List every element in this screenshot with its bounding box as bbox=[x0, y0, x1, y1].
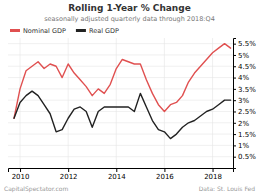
y-tick: 2.5% bbox=[233, 108, 256, 116]
y-tick-label: 2.5% bbox=[238, 108, 256, 116]
y-tick-mark bbox=[233, 123, 236, 124]
x-tick-label: 2016 bbox=[156, 173, 174, 181]
y-tick: 4.5% bbox=[233, 63, 256, 71]
title: Rolling 1-Year % Change bbox=[68, 3, 191, 13]
y-tick-mark bbox=[233, 157, 236, 158]
grid-line-y bbox=[8, 77, 233, 78]
grid-line-y bbox=[8, 88, 233, 89]
x-tick: 2014 bbox=[108, 168, 126, 181]
legend-swatch bbox=[76, 29, 86, 32]
subtitle: seasonally adjusted quarterly data throu… bbox=[44, 15, 215, 23]
x-tick-mark bbox=[20, 168, 21, 172]
y-tick-mark bbox=[233, 145, 236, 146]
y-tick: 1.5% bbox=[233, 131, 256, 139]
grid-line-y bbox=[8, 122, 233, 123]
legend-item: Nominal GDP bbox=[10, 27, 66, 35]
chart: Rolling 1-Year % Change seasonally adjust… bbox=[0, 0, 259, 194]
legend: Nominal GDP Real GDP bbox=[10, 27, 119, 35]
grid-line-x bbox=[164, 38, 165, 168]
y-tick: 3.5% bbox=[233, 86, 256, 94]
y-tick-label: 1% bbox=[238, 142, 249, 150]
legend-item: Real GDP bbox=[76, 27, 119, 35]
x-tick-mark bbox=[164, 168, 165, 172]
y-tick-mark bbox=[233, 55, 236, 56]
y-tick: 5.5% bbox=[233, 40, 256, 48]
y-tick-mark bbox=[233, 111, 236, 112]
grid-line-y bbox=[8, 145, 233, 146]
plot-area bbox=[14, 44, 231, 139]
y-tick-label: 2% bbox=[238, 120, 249, 128]
annotation: CapitalSpectator.com bbox=[4, 185, 68, 193]
y-tick-mark bbox=[233, 100, 236, 101]
grid-line-y bbox=[8, 111, 233, 112]
grid-line-x bbox=[68, 38, 69, 168]
y-tick-label: 3.5% bbox=[238, 86, 256, 94]
y-tick-mark bbox=[233, 134, 236, 135]
y-tick-label: 0.5% bbox=[238, 153, 256, 161]
x-tick-label: 2014 bbox=[108, 173, 126, 181]
y-tick-mark bbox=[233, 89, 236, 90]
y-tick-label: 4.5% bbox=[238, 63, 256, 71]
x-tick: 2018 bbox=[204, 168, 222, 181]
legend-label: Real GDP bbox=[89, 27, 119, 35]
legend-label: Nominal GDP bbox=[23, 27, 66, 35]
series-line bbox=[14, 91, 231, 138]
y-tick: 4% bbox=[233, 74, 249, 82]
x-axis-line bbox=[9, 169, 234, 173]
grid-line-y bbox=[8, 43, 233, 44]
x-tick-mark bbox=[213, 168, 214, 172]
grid-line-y bbox=[8, 134, 233, 135]
y-tick-label: 5.5% bbox=[238, 40, 256, 48]
x-tick: 2012 bbox=[60, 168, 78, 181]
y-tick-label: 4% bbox=[238, 74, 249, 82]
y-tick-mark bbox=[233, 66, 236, 67]
x-axis: 2010 2012 2014 2016 2018 bbox=[9, 168, 234, 181]
y-tick: 0.5% bbox=[233, 153, 256, 161]
annotation: Data: St. Louis Fed bbox=[199, 185, 255, 192]
grid-line-y bbox=[8, 54, 233, 55]
y-tick-label: 1.5% bbox=[238, 131, 256, 139]
x-tick-mark bbox=[68, 168, 69, 172]
y-axis-line bbox=[234, 39, 237, 169]
y-tick: 3% bbox=[233, 97, 249, 105]
x-tick-label: 2010 bbox=[12, 173, 30, 181]
legend-swatch bbox=[10, 29, 20, 32]
grid-line-y bbox=[8, 156, 233, 157]
grid-line-x bbox=[212, 38, 213, 168]
x-tick-label: 2018 bbox=[204, 173, 222, 181]
grid bbox=[8, 38, 233, 168]
y-tick: 2% bbox=[233, 120, 249, 128]
y-axis: 0.5% 1% 1.5% 2% 2.5% 3% 3.5% 4% 4.5% 5% 5.5% bbox=[233, 39, 256, 169]
y-tick: 5% bbox=[233, 52, 249, 60]
y-tick-mark bbox=[233, 44, 236, 45]
y-tick-label: 3% bbox=[238, 97, 249, 105]
grid-line-x bbox=[116, 38, 117, 168]
y-tick-mark bbox=[233, 78, 236, 79]
x-tick-label: 2012 bbox=[60, 173, 78, 181]
x-tick: 2010 bbox=[12, 168, 30, 181]
y-tick: 1% bbox=[233, 142, 249, 150]
y-tick-label: 5% bbox=[238, 52, 249, 60]
x-tick-mark bbox=[116, 168, 117, 172]
x-tick: 2016 bbox=[156, 168, 174, 181]
